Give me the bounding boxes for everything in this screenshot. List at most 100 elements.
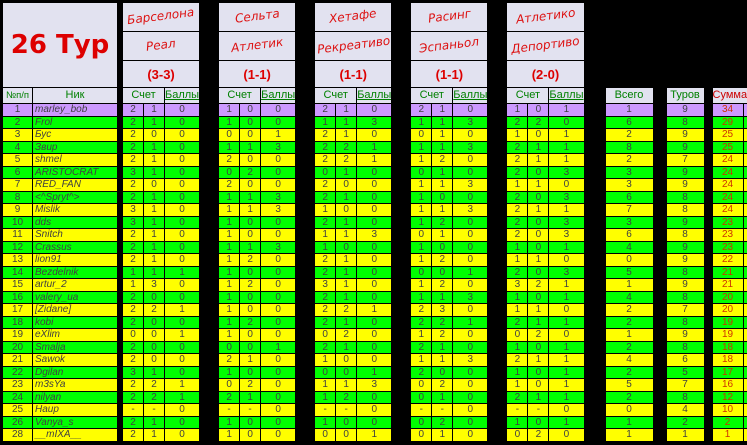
pos-cell: 22 bbox=[2, 365, 33, 379]
rounds-cell: 2 bbox=[665, 415, 705, 429]
table-row: 23 m3sYa bbox=[2, 378, 118, 392]
total-cell: 7 bbox=[604, 203, 654, 217]
table-row: 2 bbox=[604, 128, 654, 142]
score-away-cell: 1 bbox=[335, 115, 358, 129]
score-home-cell: 2 bbox=[218, 153, 241, 167]
score-home-cell: 1 bbox=[506, 415, 529, 429]
points-header-link[interactable]: Баллы bbox=[356, 87, 393, 104]
points-cell: 1 bbox=[548, 415, 585, 429]
table-row: 0 bbox=[604, 253, 654, 267]
score-home-cell: 1 bbox=[218, 103, 241, 117]
points-cell: 3 bbox=[452, 290, 489, 304]
points-cell: 1 bbox=[548, 140, 585, 154]
score-away-cell: 1 bbox=[431, 428, 454, 442]
score-away-cell: 0 bbox=[527, 103, 550, 117]
record-cell: (0-1) bbox=[742, 428, 747, 442]
score-home-cell: 0 bbox=[218, 165, 241, 179]
score-away-cell: 1 bbox=[335, 340, 358, 354]
points-cell: 1 bbox=[548, 278, 585, 292]
table-row: 19(2-13) bbox=[711, 328, 747, 342]
total-cell: 2 bbox=[604, 153, 654, 167]
home-team-name: Атлетико bbox=[514, 5, 576, 27]
rounds-cell: 8 bbox=[665, 340, 705, 354]
score-away-cell: 0 bbox=[335, 203, 358, 217]
pos-cell: 25 bbox=[2, 403, 33, 417]
score-away-cell: 0 bbox=[239, 265, 262, 279]
table-row: 1(0-1) bbox=[711, 428, 747, 442]
home-team-name: Барселона bbox=[126, 4, 196, 28]
total-cell: 5 bbox=[604, 265, 654, 279]
total-cell: 0 bbox=[604, 403, 654, 417]
away-team-name: Эспаньол bbox=[418, 34, 480, 56]
table-row: 8 <^Spryt^> bbox=[2, 190, 118, 204]
score-home-cell: 3 bbox=[122, 165, 144, 179]
score-away-cell: 1 bbox=[143, 140, 165, 154]
table-row: 5 bbox=[665, 365, 705, 379]
points-header-link[interactable]: Баллы bbox=[163, 87, 201, 104]
points-cell: 0 bbox=[260, 253, 297, 267]
pos-cell: 2 bbox=[2, 115, 33, 129]
score-home-cell: 1 bbox=[218, 115, 241, 129]
score-home-cell: 2 bbox=[314, 303, 337, 317]
pos-cell: 9 bbox=[2, 203, 33, 217]
table-row: 6 ARISTOCRAT bbox=[2, 165, 118, 179]
score-away-cell: 2 bbox=[431, 328, 454, 342]
table-row: 23(3-14) bbox=[711, 215, 747, 229]
score-away-cell: 1 bbox=[527, 178, 550, 192]
points-cell: 0 bbox=[163, 365, 201, 379]
score-away-cell: 0 bbox=[143, 353, 165, 367]
total-header: Всего bbox=[604, 87, 654, 104]
table-row: 1 bbox=[665, 428, 705, 442]
pos-cell: 7 bbox=[2, 178, 33, 192]
record-cell: (5-8) bbox=[742, 240, 747, 254]
points-cell: 0 bbox=[356, 328, 393, 342]
away-team-name: Рекреативо bbox=[315, 33, 391, 57]
total-cell: 2 bbox=[604, 365, 654, 379]
score-home-cell: 1 bbox=[122, 265, 144, 279]
score-away-cell: 0 bbox=[527, 215, 550, 229]
pos-cell: 13 bbox=[2, 253, 33, 267]
points-header-link[interactable]: Баллы bbox=[260, 87, 297, 104]
nick-cell: valery_ua bbox=[32, 290, 118, 304]
points-cell: 0 bbox=[163, 403, 201, 417]
record-cell: (7-13) bbox=[742, 103, 747, 117]
score-home-cell: 2 bbox=[122, 390, 144, 404]
points-header-link[interactable]: Баллы bbox=[548, 87, 585, 104]
points-cell: 0 bbox=[163, 253, 201, 267]
pos-cell: 10 bbox=[2, 215, 33, 229]
points-cell: 0 bbox=[452, 428, 489, 442]
score-home-cell: 3 bbox=[122, 203, 144, 217]
score-home-cell: 1 bbox=[314, 353, 337, 367]
points-cell: 0 bbox=[163, 103, 201, 117]
points-header-link[interactable]: Баллы bbox=[452, 87, 489, 104]
gap bbox=[585, 2, 605, 12]
table-row: 25(4-13) bbox=[711, 140, 747, 154]
table-row: 1 bbox=[604, 428, 654, 442]
rounds-cell: 1 bbox=[665, 428, 705, 442]
sum-cell: 21 bbox=[711, 265, 744, 279]
points-cell: 0 bbox=[452, 328, 489, 342]
gap bbox=[200, 2, 218, 12]
score-home-cell: 1 bbox=[218, 240, 241, 254]
points-cell: 0 bbox=[356, 128, 393, 142]
score-home-cell: 1 bbox=[314, 378, 337, 392]
points-cell: 1 bbox=[548, 365, 585, 379]
away-team-name: Реал bbox=[145, 36, 177, 54]
score-home-cell: 1 bbox=[506, 303, 529, 317]
points-cell: 1 bbox=[548, 240, 585, 254]
score-away-cell: 0 bbox=[431, 240, 454, 254]
total-cell: 6 bbox=[604, 115, 654, 129]
score-away-cell: 0 bbox=[239, 228, 262, 242]
